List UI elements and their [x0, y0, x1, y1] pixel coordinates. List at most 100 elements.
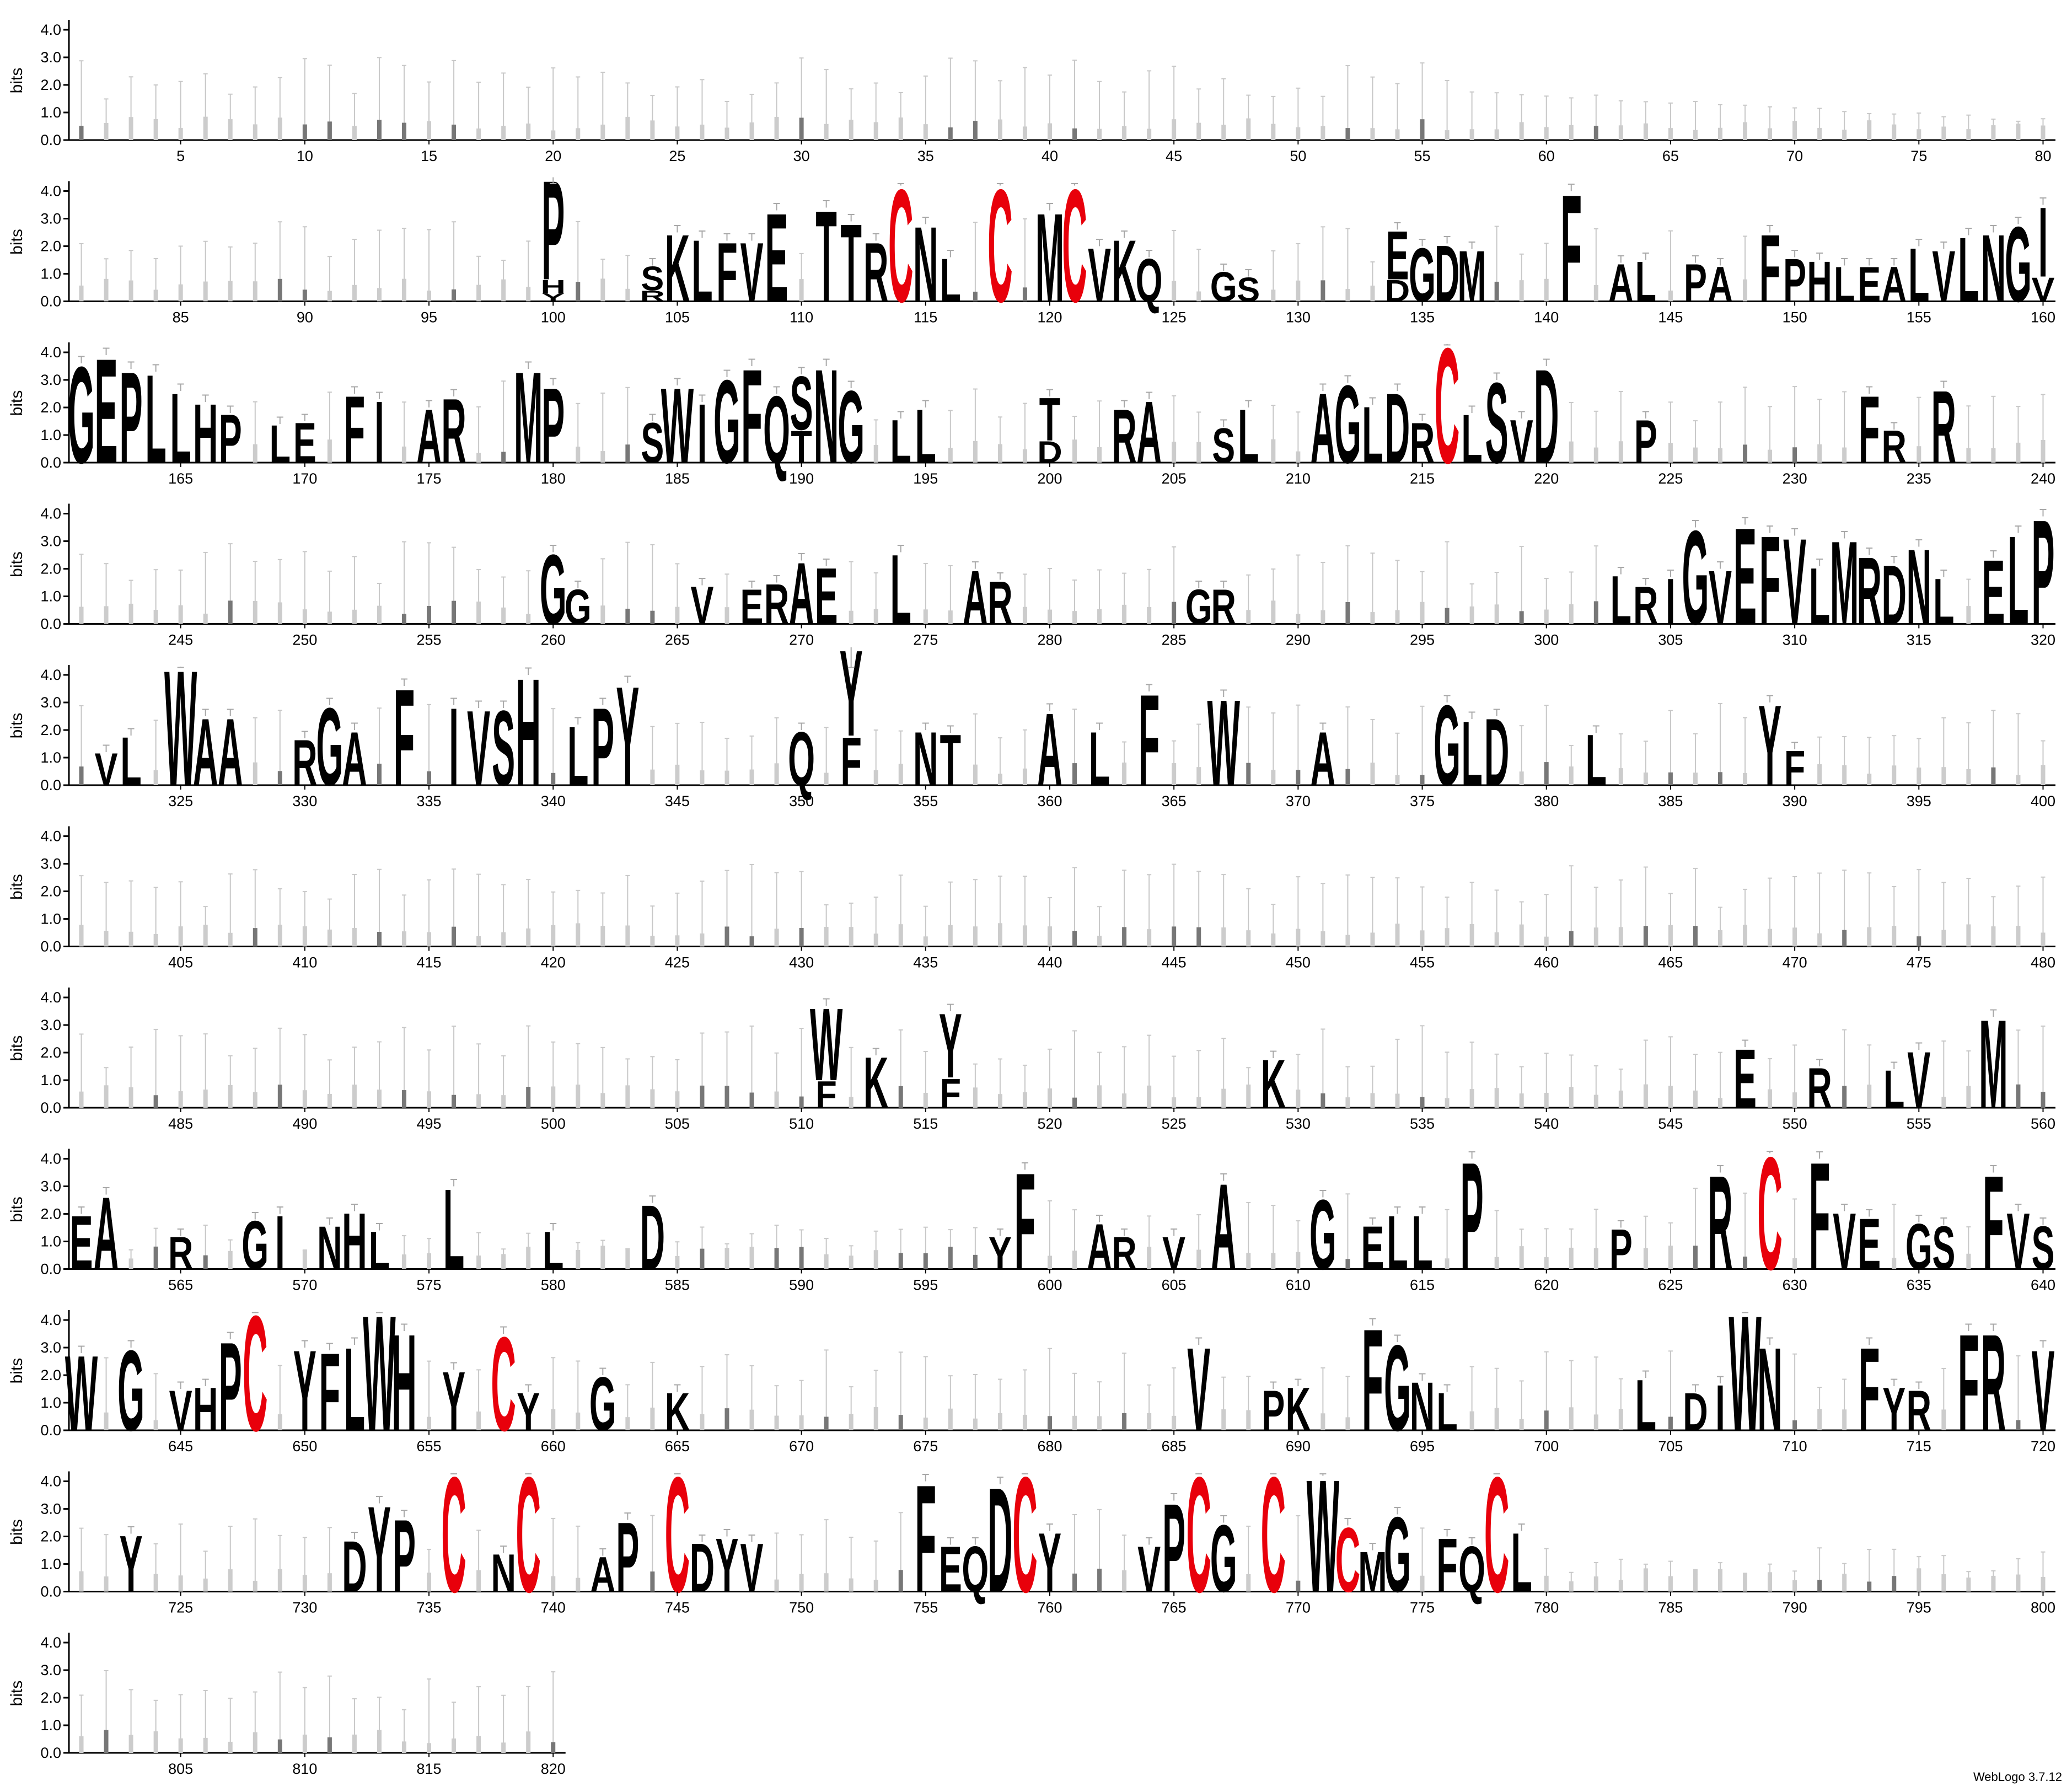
minor-residues [1717, 1569, 1722, 1592]
y-tick-label: 2.0 [40, 722, 61, 738]
minor-residues [1246, 610, 1251, 624]
logo-letter: D [1385, 273, 1410, 308]
minor-residues [724, 127, 729, 140]
y-tick-label: 3.0 [40, 1178, 61, 1195]
x-tick-label: 395 [1907, 793, 1931, 809]
x-tick-label: 645 [168, 1438, 193, 1455]
x-tick-label: 505 [665, 1115, 690, 1132]
logo-letter: I [275, 1199, 285, 1285]
minor-residues [1593, 126, 1598, 140]
minor-residues [997, 923, 1002, 947]
logo-letter: C [1757, 1123, 1782, 1303]
x-tick-label: 45 [1166, 148, 1182, 164]
minor-residues [724, 926, 729, 947]
minor-residues [1147, 1413, 1152, 1430]
logo-letter: C [987, 155, 1012, 335]
minor-residues [1321, 280, 1325, 302]
minor-residues [1420, 775, 1425, 785]
minor-residues [476, 1256, 481, 1269]
logo-letter: F [344, 376, 365, 483]
x-tick-label: 425 [665, 954, 690, 971]
minor-residues [1420, 119, 1425, 140]
minor-residues [253, 124, 257, 140]
minor-residues [1445, 608, 1450, 624]
minor-residues [1469, 924, 1474, 947]
x-tick-label: 290 [1286, 632, 1311, 648]
logo-letter: E [95, 328, 118, 495]
minor-residues [104, 1085, 109, 1108]
minor-residues [849, 610, 854, 624]
minor-residues [2041, 1576, 2046, 1592]
minor-residues [551, 1576, 556, 1592]
x-tick-label: 555 [1907, 1115, 1931, 1132]
minor-residues [1420, 1575, 1425, 1592]
x-tick-label: 605 [1162, 1277, 1187, 1294]
minor-residues [1370, 128, 1375, 140]
minor-residues [377, 605, 382, 624]
minor-residues [452, 600, 457, 624]
x-tick-label: 575 [417, 1277, 442, 1294]
minor-residues [1792, 1258, 1797, 1269]
logo-letter: F [1958, 1306, 1979, 1460]
x-tick-label: 70 [1786, 148, 1803, 164]
minor-residues [1519, 1246, 1524, 1269]
minor-residues [1892, 926, 1897, 947]
x-tick-label: 385 [1658, 793, 1683, 809]
minor-residues [1618, 927, 1623, 947]
logo-letter: E [1858, 257, 1881, 312]
minor-residues [228, 119, 233, 140]
x-tick-label: 230 [1783, 470, 1807, 487]
minor-residues [104, 123, 109, 140]
minor-residues [1917, 936, 1921, 947]
minor-residues [203, 116, 208, 140]
minor-residues [749, 936, 754, 947]
minor-residues [774, 1248, 779, 1269]
minor-residues [824, 927, 829, 947]
minor-residues [1047, 1088, 1052, 1108]
minor-residues [1593, 1576, 1598, 1592]
y-tick-label: 4.0 [40, 828, 61, 845]
minor-residues [104, 1576, 109, 1592]
y-tick-label: 0.0 [40, 293, 61, 310]
minor-residues [1469, 606, 1474, 624]
logo-letter: L [443, 1165, 464, 1294]
x-tick-label: 305 [1658, 632, 1683, 648]
x-tick-label: 625 [1658, 1277, 1683, 1294]
minor-residues [1842, 1086, 1847, 1108]
minor-residues [1172, 281, 1177, 302]
minor-residues [675, 764, 680, 785]
minor-residues [774, 1091, 779, 1108]
minor-residues [650, 1407, 655, 1430]
minor-residues [1867, 774, 1872, 785]
minor-residues [1618, 1580, 1623, 1592]
y-tick-label: 1.0 [40, 1233, 61, 1250]
x-tick-label: 165 [168, 470, 193, 487]
x-tick-label: 545 [1658, 1115, 1683, 1132]
minor-residues [1817, 127, 1822, 140]
minor-residues [327, 1573, 332, 1592]
minor-residues [1693, 1246, 1698, 1269]
minor-residues [1047, 123, 1052, 140]
minor-residues [203, 1737, 208, 1753]
minor-residues [774, 116, 779, 140]
minor-residues [898, 924, 903, 947]
minor-residues [1792, 121, 1797, 140]
minor-residues [1892, 765, 1897, 785]
logo-letter: T [1039, 385, 1060, 454]
minor-residues [1792, 1420, 1797, 1430]
minor-residues [427, 121, 432, 140]
minor-residues [1768, 128, 1773, 140]
minor-residues [1395, 775, 1400, 785]
logo-letter: L [1461, 702, 1482, 805]
minor-residues [2016, 926, 2021, 947]
minor-residues [1047, 609, 1052, 624]
minor-residues [377, 1730, 382, 1753]
minor-residues [1966, 1086, 1971, 1108]
minor-residues [1296, 280, 1301, 302]
logo-letter: V [1510, 407, 1533, 476]
x-tick-label: 675 [913, 1438, 938, 1455]
minor-residues [1345, 769, 1350, 785]
minor-residues [128, 280, 133, 302]
y-tick-label: 1.0 [40, 266, 61, 282]
